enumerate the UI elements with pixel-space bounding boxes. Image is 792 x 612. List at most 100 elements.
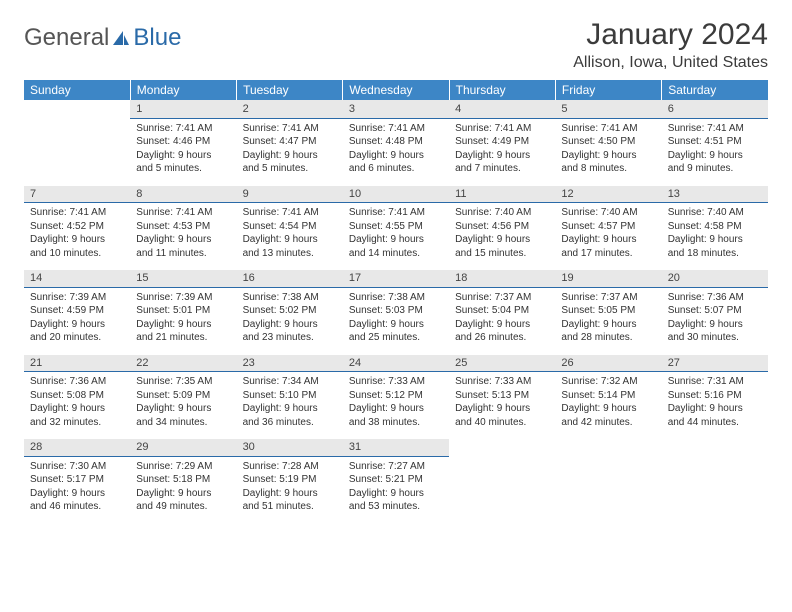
sunset-line: Sunset: 5:19 PM xyxy=(243,473,337,487)
date-number-cell: 26 xyxy=(555,354,661,372)
date-body-cell: Sunrise: 7:40 AMSunset: 4:57 PMDaylight:… xyxy=(555,203,661,270)
date-number-cell xyxy=(555,438,661,456)
date-body-cell xyxy=(449,456,555,523)
daylight-line: Daylight: 9 hours and 36 minutes. xyxy=(243,402,337,429)
daylight-line: Daylight: 9 hours and 53 minutes. xyxy=(349,487,443,514)
date-number-cell: 22 xyxy=(130,354,236,372)
date-body-cell: Sunrise: 7:35 AMSunset: 5:09 PMDaylight:… xyxy=(130,372,236,439)
sunrise-line: Sunrise: 7:36 AM xyxy=(30,375,124,389)
daylight-line: Daylight: 9 hours and 32 minutes. xyxy=(30,402,124,429)
date-number-cell: 19 xyxy=(555,269,661,287)
daylight-line: Daylight: 9 hours and 5 minutes. xyxy=(136,149,230,176)
date-number-cell: 16 xyxy=(237,269,343,287)
date-number-cell: 4 xyxy=(449,100,555,118)
daylight-line: Daylight: 9 hours and 46 minutes. xyxy=(30,487,124,514)
date-number-cell: 21 xyxy=(24,354,130,372)
sunset-line: Sunset: 5:05 PM xyxy=(561,304,655,318)
sunset-line: Sunset: 4:51 PM xyxy=(668,135,762,149)
sunrise-line: Sunrise: 7:31 AM xyxy=(668,375,762,389)
daylight-line: Daylight: 9 hours and 28 minutes. xyxy=(561,318,655,345)
date-number-cell: 10 xyxy=(343,185,449,203)
weekday-header: Thursday xyxy=(449,80,555,100)
date-number-cell: 11 xyxy=(449,185,555,203)
sunrise-line: Sunrise: 7:38 AM xyxy=(349,291,443,305)
date-body-cell: Sunrise: 7:41 AMSunset: 4:53 PMDaylight:… xyxy=(130,203,236,270)
sunset-line: Sunset: 4:48 PM xyxy=(349,135,443,149)
daylight-line: Daylight: 9 hours and 7 minutes. xyxy=(455,149,549,176)
date-body-cell: Sunrise: 7:41 AMSunset: 4:47 PMDaylight:… xyxy=(237,118,343,185)
date-body-cell: Sunrise: 7:40 AMSunset: 4:58 PMDaylight:… xyxy=(662,203,768,270)
sunset-line: Sunset: 5:18 PM xyxy=(136,473,230,487)
daylight-line: Daylight: 9 hours and 6 minutes. xyxy=(349,149,443,176)
sunset-line: Sunset: 4:56 PM xyxy=(455,220,549,234)
title-block: January 2024 Allison, Iowa, United State… xyxy=(573,18,768,72)
date-body-cell: Sunrise: 7:29 AMSunset: 5:18 PMDaylight:… xyxy=(130,456,236,523)
calendar-body: 123456Sunrise: 7:41 AMSunset: 4:46 PMDay… xyxy=(24,100,768,523)
date-body-cell: Sunrise: 7:41 AMSunset: 4:48 PMDaylight:… xyxy=(343,118,449,185)
sunrise-line: Sunrise: 7:41 AM xyxy=(668,122,762,136)
date-number-row: 14151617181920 xyxy=(24,269,768,287)
sunrise-line: Sunrise: 7:29 AM xyxy=(136,460,230,474)
calendar-page: General Blue January 2024 Allison, Iowa,… xyxy=(0,0,792,524)
date-body-cell: Sunrise: 7:39 AMSunset: 4:59 PMDaylight:… xyxy=(24,287,130,354)
date-number-cell: 7 xyxy=(24,185,130,203)
sunrise-line: Sunrise: 7:41 AM xyxy=(561,122,655,136)
date-number-cell: 14 xyxy=(24,269,130,287)
sunset-line: Sunset: 4:55 PM xyxy=(349,220,443,234)
weekday-header: Tuesday xyxy=(237,80,343,100)
date-body-cell: Sunrise: 7:41 AMSunset: 4:50 PMDaylight:… xyxy=(555,118,661,185)
date-number-cell: 9 xyxy=(237,185,343,203)
sunrise-line: Sunrise: 7:37 AM xyxy=(455,291,549,305)
sunset-line: Sunset: 5:01 PM xyxy=(136,304,230,318)
sunrise-line: Sunrise: 7:39 AM xyxy=(136,291,230,305)
daylight-line: Daylight: 9 hours and 11 minutes. xyxy=(136,233,230,260)
date-number-cell xyxy=(24,100,130,118)
sunrise-line: Sunrise: 7:41 AM xyxy=(136,206,230,220)
date-number-cell: 17 xyxy=(343,269,449,287)
date-body-row: Sunrise: 7:39 AMSunset: 4:59 PMDaylight:… xyxy=(24,287,768,354)
date-number-cell: 31 xyxy=(343,438,449,456)
sunrise-line: Sunrise: 7:41 AM xyxy=(349,206,443,220)
date-body-row: Sunrise: 7:41 AMSunset: 4:52 PMDaylight:… xyxy=(24,203,768,270)
brand-logo: General Blue xyxy=(24,18,181,52)
sunrise-line: Sunrise: 7:39 AM xyxy=(30,291,124,305)
date-body-row: Sunrise: 7:36 AMSunset: 5:08 PMDaylight:… xyxy=(24,372,768,439)
date-body-cell: Sunrise: 7:40 AMSunset: 4:56 PMDaylight:… xyxy=(449,203,555,270)
sunset-line: Sunset: 5:12 PM xyxy=(349,389,443,403)
brand-text-b: Blue xyxy=(133,24,181,52)
date-body-cell: Sunrise: 7:38 AMSunset: 5:02 PMDaylight:… xyxy=(237,287,343,354)
date-number-row: 123456 xyxy=(24,100,768,118)
date-body-cell: Sunrise: 7:37 AMSunset: 5:04 PMDaylight:… xyxy=(449,287,555,354)
sunrise-line: Sunrise: 7:37 AM xyxy=(561,291,655,305)
sunrise-line: Sunrise: 7:41 AM xyxy=(30,206,124,220)
date-body-cell xyxy=(24,118,130,185)
daylight-line: Daylight: 9 hours and 34 minutes. xyxy=(136,402,230,429)
sunrise-line: Sunrise: 7:33 AM xyxy=(455,375,549,389)
daylight-line: Daylight: 9 hours and 21 minutes. xyxy=(136,318,230,345)
date-body-cell: Sunrise: 7:33 AMSunset: 5:12 PMDaylight:… xyxy=(343,372,449,439)
sunrise-line: Sunrise: 7:41 AM xyxy=(136,122,230,136)
date-number-cell: 5 xyxy=(555,100,661,118)
sunset-line: Sunset: 5:02 PM xyxy=(243,304,337,318)
date-number-cell xyxy=(662,438,768,456)
sunset-line: Sunset: 5:16 PM xyxy=(668,389,762,403)
daylight-line: Daylight: 9 hours and 20 minutes. xyxy=(30,318,124,345)
date-number-cell: 28 xyxy=(24,438,130,456)
sunset-line: Sunset: 4:46 PM xyxy=(136,135,230,149)
sunrise-line: Sunrise: 7:41 AM xyxy=(349,122,443,136)
date-body-cell: Sunrise: 7:33 AMSunset: 5:13 PMDaylight:… xyxy=(449,372,555,439)
weekday-header-row: SundayMondayTuesdayWednesdayThursdayFrid… xyxy=(24,80,768,100)
sunset-line: Sunset: 5:10 PM xyxy=(243,389,337,403)
sunrise-line: Sunrise: 7:27 AM xyxy=(349,460,443,474)
date-number-cell: 15 xyxy=(130,269,236,287)
daylight-line: Daylight: 9 hours and 17 minutes. xyxy=(561,233,655,260)
date-body-cell: Sunrise: 7:41 AMSunset: 4:49 PMDaylight:… xyxy=(449,118,555,185)
sunrise-line: Sunrise: 7:34 AM xyxy=(243,375,337,389)
daylight-line: Daylight: 9 hours and 40 minutes. xyxy=(455,402,549,429)
date-number-cell: 29 xyxy=(130,438,236,456)
date-body-row: Sunrise: 7:30 AMSunset: 5:17 PMDaylight:… xyxy=(24,456,768,523)
sunset-line: Sunset: 5:08 PM xyxy=(30,389,124,403)
daylight-line: Daylight: 9 hours and 10 minutes. xyxy=(30,233,124,260)
date-number-cell: 30 xyxy=(237,438,343,456)
date-number-cell: 24 xyxy=(343,354,449,372)
